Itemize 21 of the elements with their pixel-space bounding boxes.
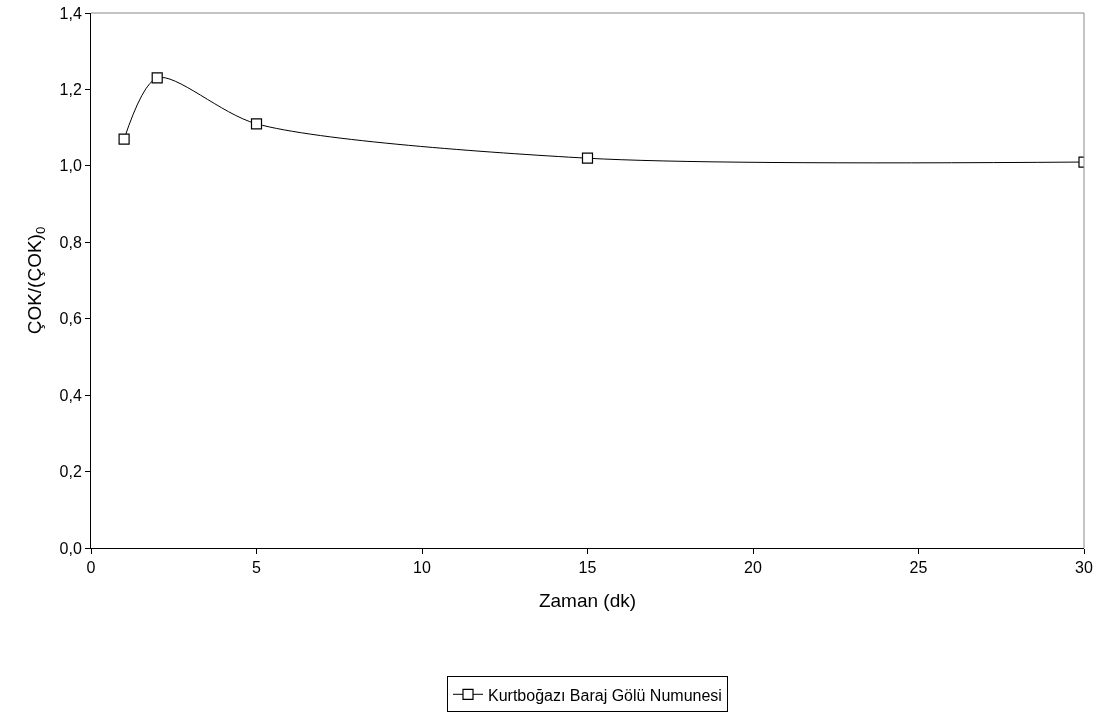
y-tick-label: 0,2 [59,463,82,481]
y-tick-label: 0,0 [59,539,82,557]
x-tick-label: 30 [1075,559,1093,577]
y-tick-label: 0,6 [59,310,82,328]
y-tick-label: 0,4 [59,386,82,404]
point [151,72,163,84]
x-tick-label: 20 [744,559,762,577]
point [581,152,594,164]
y-tick-label: 1,0 [59,157,82,175]
x-tick-label: 25 [909,559,928,577]
y-tick-label: 1,4 [59,4,82,22]
x-tick-label: 5 [252,559,262,577]
x-tick-label: 10 [413,559,431,577]
x-tick-label: 15 [578,559,597,577]
x-axis-title: Zaman (dk) [538,590,637,611]
y-tick-label: 0,8 [59,233,82,251]
y-tick-label: 1,2 [59,81,82,99]
x-tick-label: 0 [86,559,96,577]
point [250,118,263,130]
legend-label: Kurtboğazı Baraj Gölü Numunesi [488,686,722,704]
point [118,133,130,145]
